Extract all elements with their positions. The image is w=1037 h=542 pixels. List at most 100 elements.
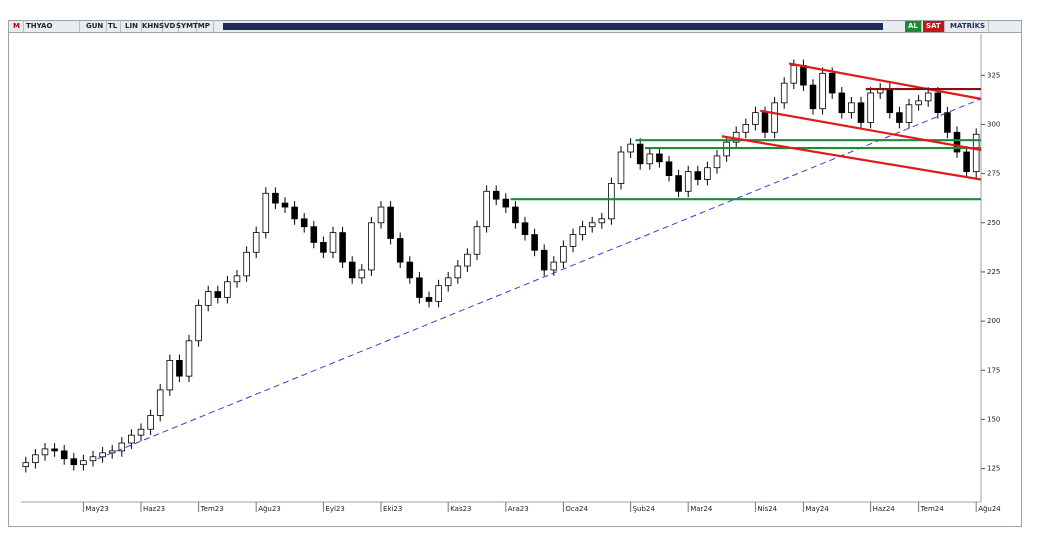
chart-window: M THYAO GUN TL LIN KHN SVD SYM TMP AL SAT MATR…	[8, 20, 1022, 527]
candle-body	[118, 442, 126, 452]
x-tick-label: Eki23	[383, 505, 402, 513]
toolbar-button[interactable]: SYM	[173, 21, 198, 32]
x-tick-label: Mar24	[690, 505, 713, 513]
candle-body	[204, 291, 212, 306]
candle-body	[358, 269, 366, 279]
candle-body	[224, 281, 231, 298]
y-tick-label: 200	[987, 317, 1000, 325]
candle-body	[579, 226, 586, 235]
candle-body	[156, 389, 164, 416]
candle-body	[425, 297, 433, 302]
candle-body	[915, 100, 922, 106]
status-strip	[223, 23, 883, 30]
candle-body	[953, 131, 961, 153]
y-tick-label: 275	[987, 170, 1000, 178]
candle-body	[60, 450, 68, 460]
drawing-line	[721, 135, 982, 181]
candle-body	[406, 261, 414, 279]
candle-body	[934, 92, 942, 114]
candle-body	[368, 222, 375, 271]
toolbar-button[interactable]: KHN	[139, 21, 164, 32]
candle-body	[972, 133, 980, 173]
candle-body	[214, 291, 222, 298]
candle-body	[790, 65, 798, 84]
candle-body	[473, 226, 481, 255]
candle-body	[291, 206, 298, 220]
candle-body	[281, 202, 289, 208]
drawing-line	[788, 62, 982, 100]
candle-body	[416, 277, 423, 298]
toolbar-button[interactable]: TL	[105, 21, 122, 32]
candle-body	[329, 232, 337, 253]
x-tick-label: Ara23	[508, 505, 529, 513]
candle-body	[550, 261, 558, 271]
candle-body	[646, 153, 654, 165]
toolbar-button[interactable]: GUN	[83, 21, 108, 32]
candle-body	[809, 84, 817, 110]
candle-body	[819, 72, 826, 110]
y-tick-label: 250	[987, 219, 1000, 227]
sell-button[interactable]: SAT	[923, 21, 945, 32]
x-tick-label: Oca24	[565, 505, 588, 513]
candle-body	[22, 462, 30, 468]
candle-body	[128, 434, 135, 444]
candle-body	[569, 234, 577, 247]
x-tick-label: Kas23	[450, 505, 471, 513]
candle-body	[32, 454, 39, 464]
toolbar-button[interactable]: TMP	[190, 21, 214, 32]
candle-body	[713, 155, 721, 169]
candle-body	[348, 261, 356, 279]
candle-body	[137, 428, 145, 436]
candle-body	[243, 251, 250, 277]
candle-body	[51, 448, 58, 452]
candle-body	[377, 206, 385, 224]
candle-body	[560, 245, 567, 263]
candle-body	[262, 192, 270, 234]
x-tick-label: Ağu23	[258, 505, 281, 513]
candle-body	[963, 151, 970, 173]
candle-body	[905, 104, 913, 123]
x-tick-label: Haz24	[873, 505, 896, 513]
candle-body	[588, 222, 596, 228]
candle-body	[944, 112, 951, 133]
candle-body	[761, 112, 769, 133]
candle-body	[848, 102, 855, 114]
candle-body	[800, 65, 807, 86]
candle-body	[492, 190, 500, 200]
candle-body	[598, 218, 606, 224]
candle-body	[752, 112, 759, 125]
x-tick-label: Eyl23	[325, 505, 344, 513]
x-tick-label: Haz23	[143, 505, 165, 513]
candle-body	[147, 415, 154, 430]
logo: M	[10, 21, 24, 32]
candle-body	[742, 124, 750, 133]
candle-body	[464, 253, 471, 267]
candle-body	[41, 448, 49, 456]
candle-body	[857, 102, 865, 123]
toolbar-button[interactable]: SVD	[156, 21, 180, 32]
candle-body	[896, 112, 903, 123]
drawing-line	[760, 109, 982, 152]
brand: MATRİKS	[947, 21, 990, 32]
candle-body	[675, 175, 682, 192]
toolbar-button[interactable]: LIN	[122, 21, 142, 32]
candle-body	[617, 151, 625, 184]
candle-body	[233, 275, 241, 283]
candle-body	[70, 458, 78, 466]
candle-body	[99, 452, 106, 458]
candle-body	[828, 72, 836, 94]
buy-button[interactable]: AL	[905, 21, 922, 32]
candle-body	[531, 234, 538, 251]
candle-body	[483, 190, 490, 228]
candle-body	[512, 206, 519, 224]
candle-body	[444, 277, 452, 287]
y-tick-label: 225	[987, 268, 1000, 276]
toolbar: M THYAO GUN TL LIN KHN SVD SYM TMP AL SAT MATR…	[9, 21, 1021, 33]
candle-body	[627, 143, 634, 153]
candle-body	[886, 88, 894, 114]
symbol[interactable]: THYAO	[23, 21, 80, 32]
candle-body	[665, 161, 673, 176]
candle-body	[396, 238, 404, 263]
chart: 125 150 175 200 225 250 275 300 325 May23 Haz23 Tem…	[21, 34, 1001, 513]
candle-body	[608, 183, 615, 220]
